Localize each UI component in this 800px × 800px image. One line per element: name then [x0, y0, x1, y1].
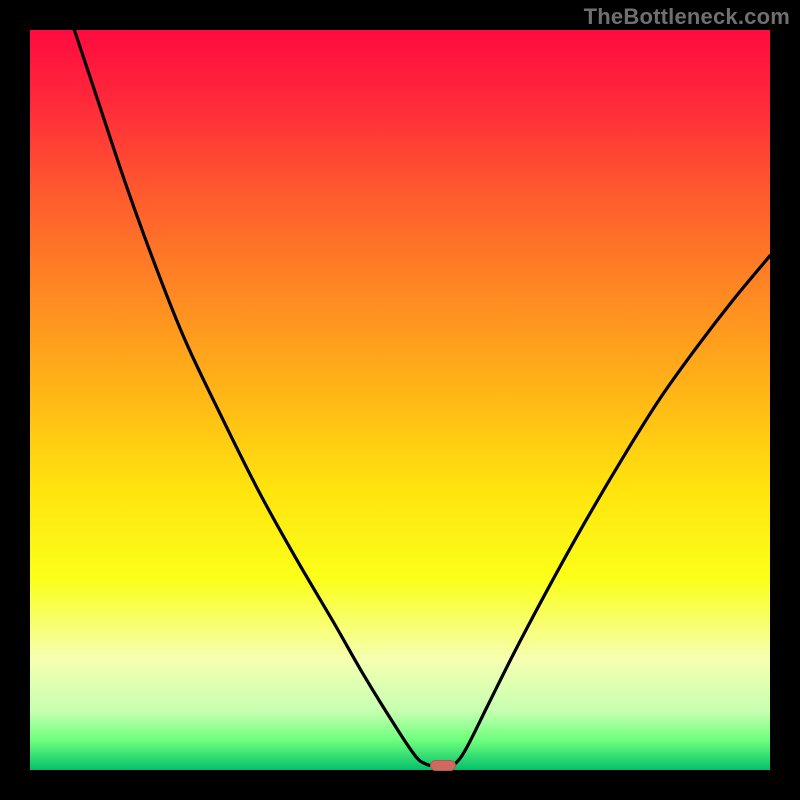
curve-right-branch	[448, 256, 770, 767]
chart-frame: TheBottleneck.com	[0, 0, 800, 800]
curve-left-branch	[74, 30, 437, 766]
optimum-marker	[430, 760, 457, 770]
plot-area	[30, 30, 770, 770]
bottleneck-curve	[30, 30, 770, 770]
watermark-text: TheBottleneck.com	[584, 4, 790, 30]
